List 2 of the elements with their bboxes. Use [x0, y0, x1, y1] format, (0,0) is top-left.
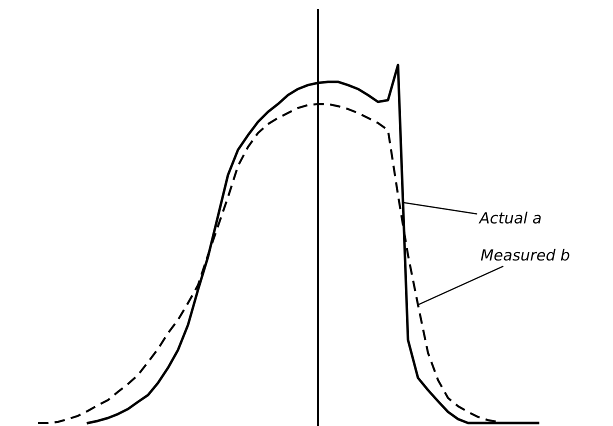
- text: Measured b: [480, 248, 570, 261]
- legend-label: Actual a: [478, 212, 541, 224]
